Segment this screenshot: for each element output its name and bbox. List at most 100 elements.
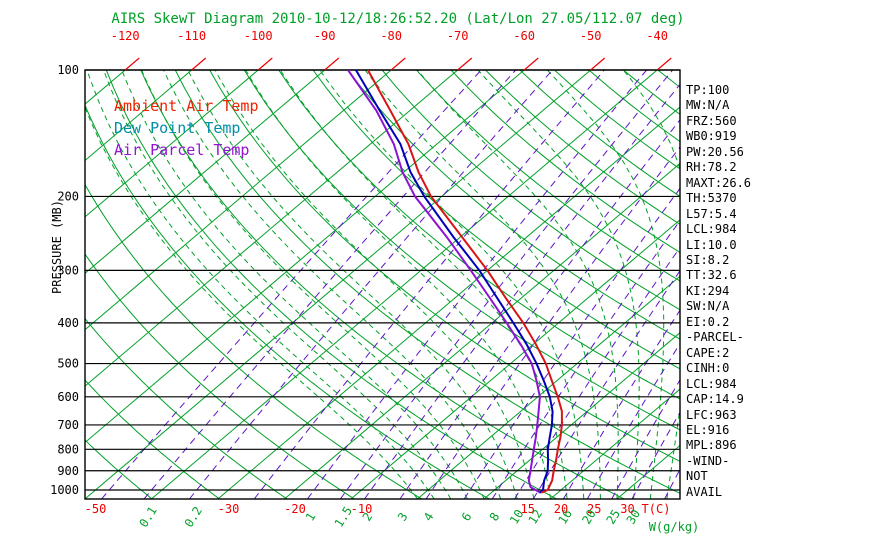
isotherm-line (350, 219, 680, 499)
parcel-temp-line (347, 70, 541, 494)
mixing-ratio-unit-label: W(g/kg) (649, 520, 700, 534)
top-axis-tick-label: -70 (447, 29, 469, 43)
grid-layer (85, 70, 870, 499)
dry-adiabat-line (312, 70, 680, 370)
mixing-ratio-line (425, 146, 680, 499)
index-line: EL:916 (686, 422, 730, 437)
index-line: MPL:896 (686, 438, 737, 453)
top-axis-tick (590, 57, 606, 71)
index-line: AVAIL (686, 484, 723, 499)
mixing-ratio-axis-label: 12 (526, 507, 546, 527)
dry-adiabat-line (243, 70, 680, 431)
dry-adiabat-line (85, 439, 153, 499)
mixing-ratio-axis-label: 25 (604, 507, 624, 527)
pressure-tick-label: 1000 (50, 483, 79, 497)
mixing-ratio-axis-label: 0.2 (182, 504, 205, 530)
isotherm-line (85, 70, 592, 499)
mixing-ratio-axis-label: 1 (303, 510, 319, 524)
index-line: SI:8.2 (686, 252, 730, 267)
index-line: TP:100 (686, 83, 730, 97)
mixing-ratio-axis-label: 16 (555, 507, 575, 527)
isotherm-line (85, 70, 392, 331)
moist-adiabat-line (833, 70, 870, 499)
index-line: TT:32.6 (686, 268, 737, 283)
top-axis-tick-label: -120 (111, 29, 140, 43)
moist-adiabat-line (214, 70, 535, 499)
pressure-tick-label: 700 (57, 418, 79, 432)
pressure-tick-label: 100 (57, 63, 79, 77)
pressure-tick-label: 800 (57, 442, 79, 456)
mixing-ratio-line (101, 70, 482, 499)
mixing-ratio-axis-label: 8 (487, 510, 503, 524)
top-axis-tick-label: -100 (244, 29, 273, 43)
index-line: LFC:963 (686, 407, 737, 422)
dry-adiabat-line (450, 70, 680, 254)
top-axis-tick-label: -40 (646, 29, 668, 43)
top-axis-tick (257, 57, 273, 71)
mixing-ratio-line (253, 70, 605, 499)
sounding-indices-panel: TP:100 MW:N/A FRZ:560 WB0:919 PW:20.56 RH:78.… (686, 83, 751, 500)
index-line: MW:N/A (686, 98, 730, 113)
moist-adiabat-line (141, 70, 485, 499)
moist-adiabat-line (733, 70, 853, 499)
isotherm-line (550, 388, 680, 499)
isotherm-line (85, 70, 193, 162)
isotherm-line (85, 70, 459, 387)
index-line: CAPE:2 (686, 345, 730, 360)
moist-adiabat-line (103, 70, 452, 499)
legend-label-air-parcel-temp: Air Parcel Temp (114, 141, 249, 159)
pressure-tick-label: 600 (57, 390, 79, 404)
moist-adiabat-line (85, 106, 418, 499)
top-axis-tick-label: -50 (580, 29, 602, 43)
chart-title: AIRS SkewT Diagram 2010-10-12/18:26:52.2… (111, 11, 684, 27)
index-line: CINH:0 (686, 361, 730, 376)
mixing-ratio-axis-label: 4 (421, 510, 437, 524)
dry-adiabat-line (347, 70, 680, 340)
index-line: EI:0.2 (686, 314, 730, 329)
isotherm-line (151, 70, 658, 499)
index-line: KI:294 (686, 283, 730, 298)
mixing-ratio-line (631, 411, 680, 499)
mixing-ratio-axis-label: 10 (507, 507, 527, 527)
top-axis-tick (457, 57, 473, 71)
index-line: LCL:984 (686, 222, 737, 237)
top-axis-tick (656, 57, 672, 71)
moist-adiabat-line (417, 70, 619, 499)
index-line: L57:5.4 (686, 206, 737, 221)
pressure-axis-title: PRESSURE (MB) (50, 200, 64, 294)
mixing-ratio-axis-label: 20 (579, 507, 599, 527)
bottom-axis-temp-label: 20 (554, 502, 568, 516)
mixing-ratio-line (189, 70, 553, 499)
mixing-ratio-axis-label: 6 (459, 510, 475, 524)
top-axis-tick-label: -80 (380, 29, 402, 43)
top-axis-tick (523, 57, 539, 71)
isotherm-line (417, 275, 680, 499)
mixing-ratio-axis-label: 30 (624, 507, 644, 527)
temp-unit-label: T(C) (642, 502, 671, 516)
dry-adiabat-line (105, 70, 557, 499)
top-axis-tick (124, 57, 140, 71)
isotherm-line (284, 162, 680, 499)
index-line: -PARCEL- (686, 330, 744, 345)
moist-adiabat-line (187, 70, 518, 499)
index-line: LCL:984 (686, 376, 737, 391)
dry-adiabat-line (416, 70, 680, 282)
dewpoint-temp-line (355, 70, 554, 494)
moist-adiabat-line (279, 70, 568, 499)
legend-label-dew-point-temp: Dew Point Temp (114, 119, 240, 137)
mixing-ratio-line (364, 83, 680, 499)
dry-adiabat-line (174, 70, 680, 494)
mixing-ratio-line (143, 70, 517, 499)
profile-layer (347, 70, 563, 494)
dry-adiabat-line (85, 317, 288, 499)
bottom-axis-temp-label: -30 (218, 502, 240, 516)
pressure-tick-label: 500 (57, 357, 79, 371)
mixing-ratio-axis-label: 3 (395, 510, 411, 524)
mixing-ratio-axis-label: 0.1 (136, 504, 159, 530)
index-line: CAP:14.9 (686, 392, 744, 407)
index-line: NOT (686, 469, 708, 484)
plot-border (84, 69, 681, 500)
top-axis-tick-label: -90 (314, 29, 336, 43)
pressure-tick-label: 300 (57, 263, 79, 277)
